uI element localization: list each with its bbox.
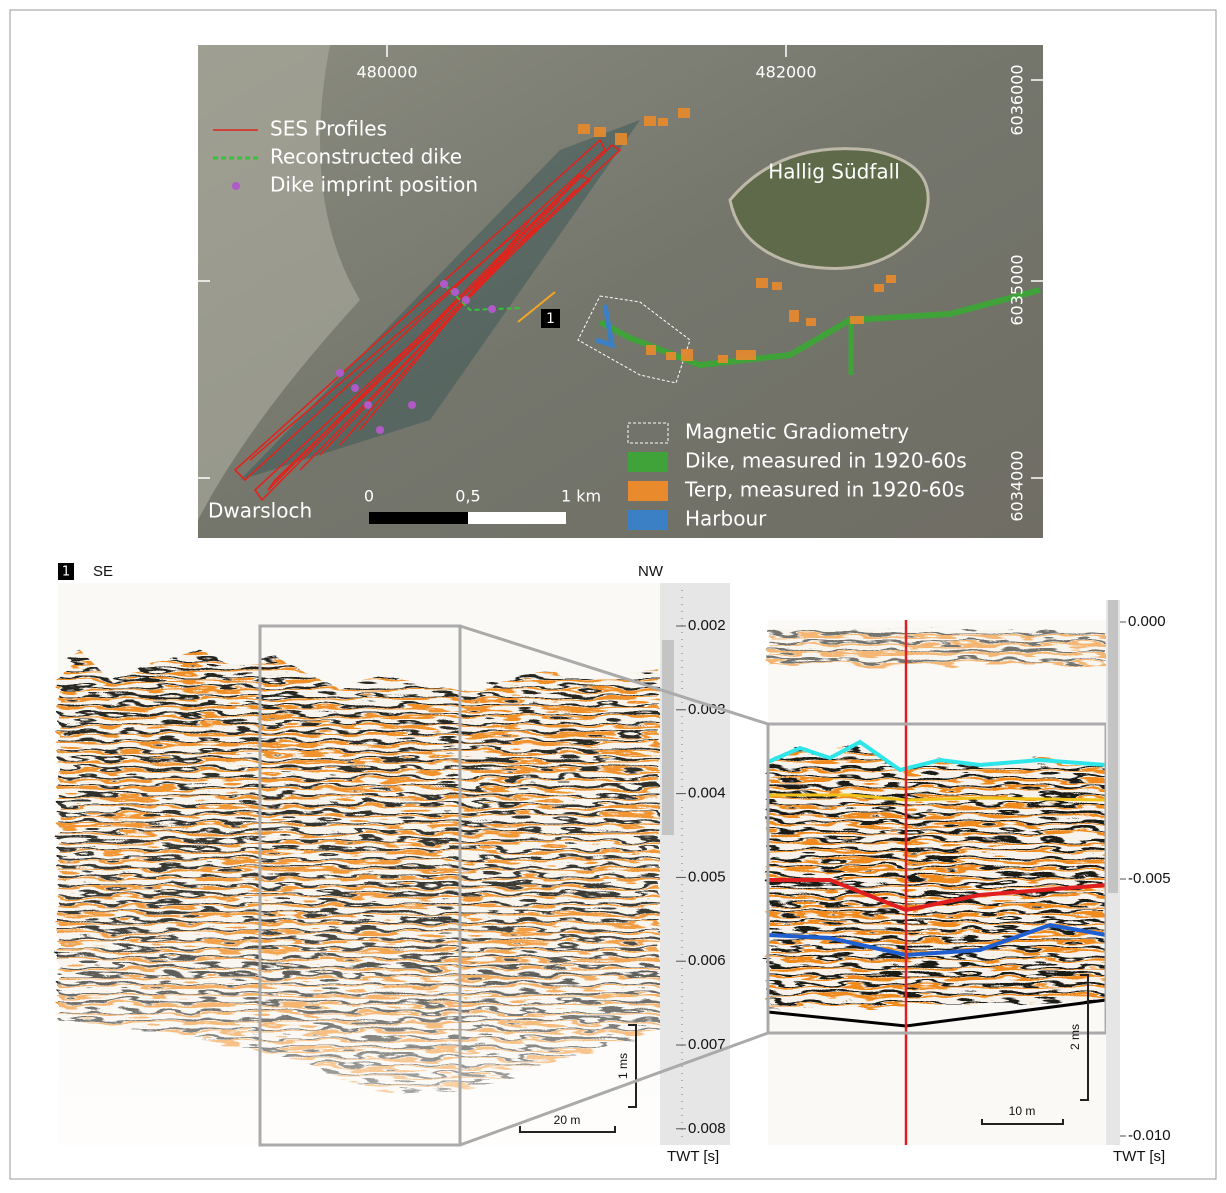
x-coord: 482000 xyxy=(755,63,816,82)
seismic-reflections xyxy=(768,630,1106,665)
scale-bar xyxy=(369,512,468,524)
legend-swatch xyxy=(628,452,668,472)
end-label: SE xyxy=(93,563,113,580)
seismic-fade xyxy=(58,583,660,1145)
scale-label: 0,5 xyxy=(455,487,480,506)
tick-label: 0.005 xyxy=(688,868,726,885)
seismic-reflections xyxy=(768,742,1106,1010)
time-scale-label: 1 ms xyxy=(616,1053,630,1079)
legend-label: Dike, measured in 1920-60s xyxy=(685,449,967,473)
time-scale-label: 2 ms xyxy=(1068,1024,1082,1050)
y-coord: 6034000 xyxy=(1008,450,1027,521)
figure: 480000 482000 6036000 6035000 6034000 SE… xyxy=(0,0,1226,1189)
axis-title: TWT [s] xyxy=(1113,1148,1165,1165)
legend-label: Harbour xyxy=(685,507,767,531)
distance-scale-label: 10 m xyxy=(1009,1104,1036,1118)
zoom-panel: 0.000 -0.005 -0.010 TWT [s] 2 ms 10 m xyxy=(768,600,1171,1165)
tick-label: 0.000 xyxy=(1128,613,1166,630)
legend-label: Terp, measured in 1920-60s xyxy=(684,478,965,502)
profile: 1 SE NW 0.0020.0030.0040.0050.0060.0070.… xyxy=(58,563,768,1165)
x-coord: 480000 xyxy=(356,63,417,82)
marker-label: 1 xyxy=(62,565,70,580)
distance-scale-label: 20 m xyxy=(554,1113,581,1127)
scale-bar xyxy=(468,512,566,524)
legend-label: Reconstructed dike xyxy=(270,145,462,169)
scale-label: 1 km xyxy=(561,487,601,506)
tick-label: -0.010 xyxy=(1128,1127,1171,1144)
y-coord: 6035000 xyxy=(1008,254,1027,325)
marker-label: 1 xyxy=(546,311,555,327)
legend-swatch xyxy=(628,481,668,501)
scale-label: 0 xyxy=(364,487,374,506)
legend-swatch xyxy=(628,510,668,530)
legend-swatch xyxy=(232,182,240,190)
end-label: NW xyxy=(638,563,664,580)
legend-label: SES Profiles xyxy=(270,117,387,141)
tick-label: 0.002 xyxy=(688,617,726,634)
place-label: Dwarsloch xyxy=(208,499,312,523)
tick-label: -0.005 xyxy=(1128,870,1171,887)
scroll-thumb xyxy=(662,640,674,835)
map: 480000 482000 6036000 6035000 6034000 SE… xyxy=(198,45,1043,538)
y-coord: 6036000 xyxy=(1008,64,1027,135)
tick-label: 0.006 xyxy=(688,952,726,969)
tick-label: 0.008 xyxy=(688,1120,726,1137)
legend-label: Magnetic Gradiometry xyxy=(685,420,909,444)
place-label: Hallig Südfall xyxy=(768,160,900,184)
scroll-thumb xyxy=(1108,600,1118,893)
tick-label: 0.004 xyxy=(688,785,726,802)
axis-title: TWT [s] xyxy=(667,1148,719,1165)
legend-label: Dike imprint position xyxy=(270,173,478,197)
